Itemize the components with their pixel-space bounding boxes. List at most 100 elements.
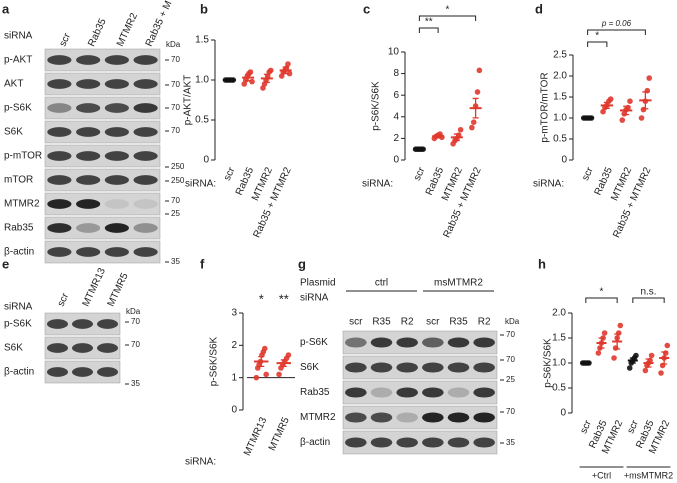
- data-point: [261, 345, 268, 352]
- blot-strip: [44, 168, 161, 192]
- panel-letter: g: [298, 256, 306, 271]
- band: [76, 199, 101, 209]
- error-bar: [472, 97, 479, 119]
- data-point: [267, 67, 274, 74]
- band: [133, 151, 158, 161]
- y-tick-label: 6: [393, 90, 399, 101]
- data-point: [476, 67, 483, 74]
- y-tick-label: 2: [393, 133, 399, 144]
- y-axis-label: p-AKT/AKT: [183, 75, 194, 126]
- blot-strip: [44, 96, 161, 120]
- lane-label: scr: [349, 317, 363, 328]
- blot-strip: [44, 72, 161, 96]
- lane-label: scr: [58, 31, 74, 48]
- lane-header: siRNA: [300, 293, 329, 304]
- band: [47, 367, 68, 377]
- y-tick-label: 1.5: [195, 35, 209, 46]
- panel-letter: f: [200, 256, 205, 271]
- x-tick-label: scr: [625, 418, 641, 435]
- row-label: β-actin: [4, 247, 34, 258]
- error-bar: [245, 73, 252, 82]
- row-label: p-S6K: [4, 103, 32, 114]
- band: [473, 387, 495, 398]
- marker-label: 250: [171, 162, 185, 171]
- error-bar: [598, 337, 605, 349]
- band: [133, 223, 158, 233]
- band: [72, 343, 93, 353]
- error-bar: [661, 351, 668, 365]
- significance-bracket: [632, 297, 665, 303]
- error-bar: [435, 133, 442, 139]
- y-axis-label: p-mTOR/mTOR: [540, 72, 551, 142]
- band: [104, 151, 129, 161]
- data-point: [276, 371, 282, 378]
- marker-label: 70: [171, 196, 180, 205]
- kda-label: kDa: [505, 317, 520, 326]
- x-axis-label: siRNA:: [185, 457, 216, 468]
- row-label: S6K: [4, 343, 23, 354]
- marker-label: 70: [506, 330, 515, 339]
- significance-label: *: [595, 31, 599, 42]
- row-label: p-S6K: [4, 319, 32, 330]
- band: [104, 55, 129, 65]
- significance-label: p = 0.06: [601, 19, 632, 28]
- band: [47, 127, 72, 137]
- row-label: MTMR2: [300, 412, 336, 423]
- lane-label: Rab35: [86, 17, 109, 49]
- data-point: [626, 365, 633, 371]
- band: [97, 367, 118, 377]
- marker-label: 250: [171, 176, 185, 185]
- y-tick-label: 1: [231, 372, 237, 383]
- error-bar: [642, 91, 649, 110]
- blot-strip: [44, 240, 161, 264]
- kda-label: kDa: [166, 40, 181, 49]
- data-point: [664, 342, 671, 349]
- kda-label: kDa: [126, 307, 141, 316]
- x-tick-label: MTMR13: [242, 415, 270, 457]
- y-tick-label: 2.0: [553, 71, 567, 82]
- row-label: β-actin: [4, 367, 34, 378]
- band: [345, 362, 367, 373]
- panel-letter: d: [535, 1, 543, 16]
- band: [447, 387, 470, 398]
- band: [47, 151, 72, 161]
- error-bar: [582, 361, 589, 365]
- significance-label: **: [425, 17, 433, 28]
- data-point: [469, 124, 475, 131]
- marker-label: 35: [131, 379, 140, 388]
- band: [422, 437, 444, 448]
- band: [370, 412, 393, 423]
- lane-label: scr: [426, 317, 440, 328]
- panel-letter: h: [538, 256, 546, 271]
- significance-label: *: [259, 291, 264, 306]
- y-tick-label: 0.5: [195, 115, 209, 126]
- band: [133, 55, 158, 65]
- data-point: [247, 69, 254, 75]
- data-point: [619, 117, 626, 123]
- x-axis-label: siRNA:: [533, 179, 564, 190]
- significance-label: **: [279, 291, 289, 306]
- y-tick-label: 0.5: [553, 134, 567, 145]
- marker-label: 35: [171, 257, 180, 266]
- x-tick-label: scr: [578, 418, 594, 435]
- row-label: p-mTOR: [4, 151, 42, 162]
- y-tick-label: 0: [560, 408, 566, 419]
- band: [473, 362, 495, 373]
- marker-label: 70: [131, 340, 140, 349]
- band: [76, 247, 101, 257]
- marker-label: 70: [171, 126, 180, 135]
- marker-label: 70: [131, 317, 140, 326]
- error-bar: [584, 116, 591, 120]
- group-label: +msMTMR2: [624, 470, 673, 480]
- band: [76, 103, 101, 113]
- data-point: [253, 374, 260, 381]
- error-bar: [282, 66, 289, 75]
- significance-label: *: [600, 287, 604, 298]
- x-tick-label: scr: [222, 165, 238, 182]
- band: [47, 79, 72, 89]
- band: [396, 337, 418, 348]
- data-point: [648, 352, 655, 359]
- y-tick-label: 0: [231, 405, 237, 416]
- band: [76, 127, 101, 137]
- marker-label: 70: [506, 355, 515, 364]
